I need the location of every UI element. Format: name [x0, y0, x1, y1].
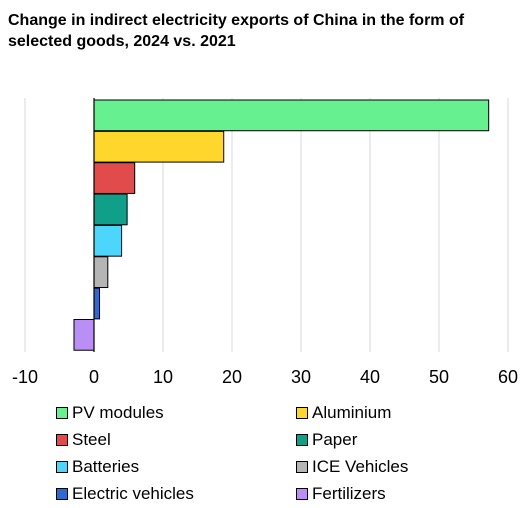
legend-swatch: [296, 407, 308, 419]
x-tick-labels: -10 0 10 20 30 40 50 60: [12, 367, 518, 387]
chart-title: Change in indirect electricity exports o…: [8, 12, 465, 50]
legend-swatch: [296, 461, 308, 473]
legend-label: ICE Vehicles: [312, 457, 409, 476]
legend-label: Batteries: [72, 457, 140, 476]
bar-paper: [93, 193, 128, 226]
legend-label: PV modules: [72, 403, 164, 422]
legend-item: Fertilizers: [296, 483, 516, 505]
legend-item: Batteries: [56, 456, 296, 478]
x-tick-label: 30: [291, 367, 311, 387]
bar-steel: [93, 162, 136, 194]
legend-swatch: [296, 488, 308, 500]
bar-batteries: [93, 224, 123, 257]
legend-item: Paper: [296, 429, 516, 451]
bar-fertilizers: [73, 319, 95, 351]
legend-label: Paper: [312, 430, 358, 449]
bars: [73, 99, 490, 351]
legend-item: PV modules: [56, 402, 296, 424]
bar-chart: -10 0 10 20 30 40 50 60: [12, 98, 518, 387]
x-tick-label: 40: [360, 367, 380, 387]
x-tick-label: 60: [498, 367, 518, 387]
legend-label: Fertilizers: [312, 484, 386, 503]
legend-swatch: [56, 434, 68, 446]
legend: PV modules Aluminium Steel Paper Batteries IC…: [56, 402, 516, 505]
bar-pv-modules: [93, 99, 490, 132]
x-tick-label: 0: [89, 367, 99, 387]
legend-swatch: [296, 434, 308, 446]
legend-swatch: [56, 488, 68, 500]
x-tick-label: -10: [12, 367, 38, 387]
legend-label: Steel: [72, 430, 111, 449]
legend-item: Aluminium: [296, 402, 516, 424]
x-tick-label: 50: [429, 367, 449, 387]
legend-item: Electric vehicles: [56, 483, 296, 505]
legend-swatch: [56, 461, 68, 473]
bar-ice-vehicles: [93, 256, 109, 289]
legend-item: ICE Vehicles: [296, 456, 516, 478]
x-tick-label: 10: [153, 367, 173, 387]
bar-electric-vehicles: [93, 287, 101, 320]
legend-item: Steel: [56, 429, 296, 451]
legend-label: Aluminium: [312, 403, 392, 422]
legend-label: Electric vehicles: [72, 484, 194, 503]
bar-aluminium: [93, 130, 225, 163]
legend-swatch: [56, 407, 68, 419]
x-tick-label: 20: [222, 367, 242, 387]
